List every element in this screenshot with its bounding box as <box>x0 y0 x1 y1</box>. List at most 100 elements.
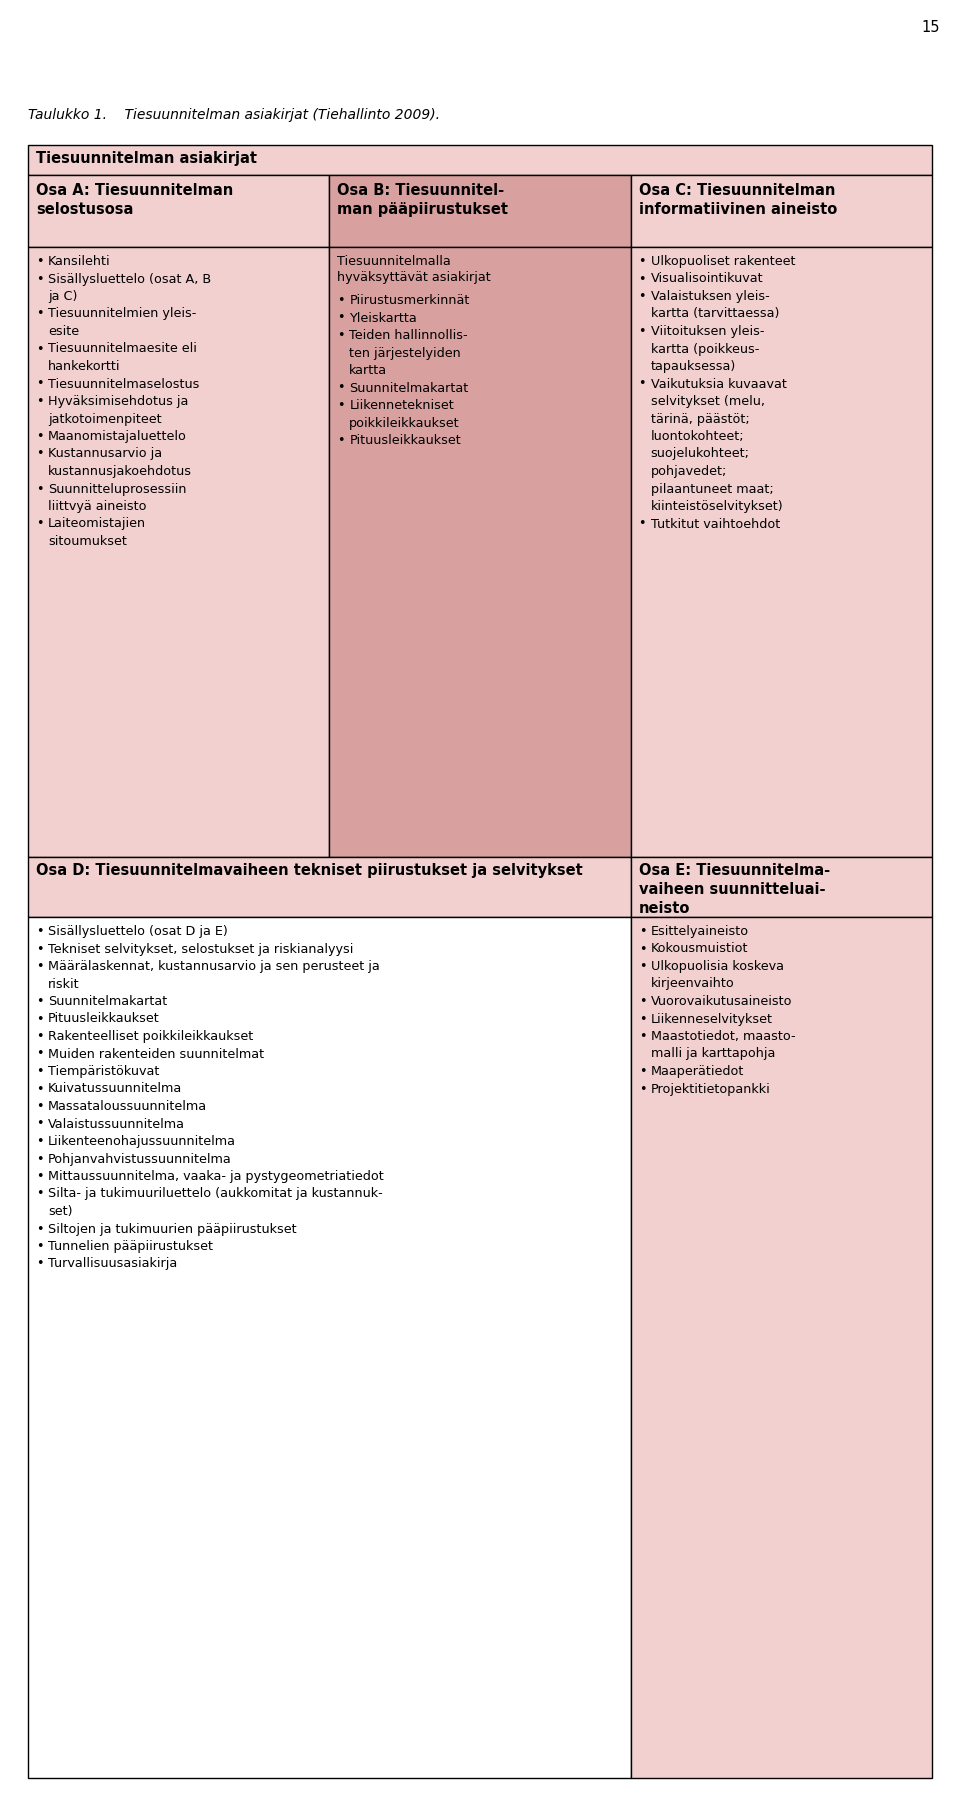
Text: •: • <box>36 1187 43 1201</box>
Text: Tekniset selvitykset, selostukset ja riskianalyysi: Tekniset selvitykset, selostukset ja ris… <box>48 943 353 956</box>
Text: •: • <box>638 925 646 938</box>
Text: Viitoituksen yleis-: Viitoituksen yleis- <box>651 325 764 339</box>
Text: •: • <box>36 959 43 974</box>
Text: •: • <box>36 1065 43 1078</box>
Text: suojelukohteet;: suojelukohteet; <box>651 448 750 461</box>
Bar <box>28 857 631 916</box>
Text: Teiden hallinnollis-: Teiden hallinnollis- <box>349 328 468 342</box>
Text: •: • <box>337 382 345 394</box>
Text: luontokohteet;: luontokohteet; <box>651 430 744 443</box>
Text: kartta (poikkeus-: kartta (poikkeus- <box>651 342 759 355</box>
Text: Liikennetekniset: Liikennetekniset <box>349 400 454 412</box>
Text: •: • <box>36 378 43 391</box>
Text: Visualisointikuvat: Visualisointikuvat <box>651 273 763 285</box>
Text: Tiesuunnitelmien yleis-: Tiesuunnitelmien yleis- <box>48 308 197 321</box>
Text: •: • <box>36 1013 43 1026</box>
Text: poikkileikkaukset: poikkileikkaukset <box>349 416 460 430</box>
Text: Suunnitelmakartat: Suunnitelmakartat <box>349 382 468 394</box>
Text: •: • <box>638 995 646 1008</box>
Text: Tiesuunnitelmaselostus: Tiesuunnitelmaselostus <box>48 378 200 391</box>
Text: Osa E: Tiesuunnitelma-
vaiheen suunnitteluai-
neisto: Osa E: Tiesuunnitelma- vaiheen suunnitte… <box>638 862 829 916</box>
Text: 15: 15 <box>921 20 940 36</box>
Text: •: • <box>638 255 646 267</box>
Text: •: • <box>36 482 43 495</box>
Text: •: • <box>638 1013 646 1026</box>
Bar <box>28 916 631 1779</box>
Text: liittvyä aineisto: liittvyä aineisto <box>48 500 147 513</box>
Text: Pohjanvahvistussuunnitelma: Pohjanvahvistussuunnitelma <box>48 1153 231 1165</box>
Text: •: • <box>36 1257 43 1271</box>
Text: •: • <box>36 308 43 321</box>
Text: •: • <box>638 325 646 339</box>
Text: Tunnelien pääpiirustukset: Tunnelien pääpiirustukset <box>48 1241 213 1253</box>
Text: •: • <box>638 1065 646 1078</box>
Text: kustannusjakoehdotus: kustannusjakoehdotus <box>48 464 192 479</box>
Text: Turvallisuusasiakirja: Turvallisuusasiakirja <box>48 1257 178 1271</box>
Text: •: • <box>36 1117 43 1131</box>
Text: Vaikutuksia kuvaavat: Vaikutuksia kuvaavat <box>651 378 786 391</box>
Text: kirjeenvaihto: kirjeenvaihto <box>651 977 734 990</box>
Bar <box>631 176 932 247</box>
Text: •: • <box>638 290 646 303</box>
Bar <box>631 916 932 1779</box>
Text: •: • <box>36 342 43 355</box>
Text: pilaantuneet maat;: pilaantuneet maat; <box>651 482 774 495</box>
Text: Liikenteenohajussuunnitelma: Liikenteenohajussuunnitelma <box>48 1135 236 1148</box>
Text: Massataloussuunnitelma: Massataloussuunnitelma <box>48 1099 207 1113</box>
Text: kartta (tarvittaessa): kartta (tarvittaessa) <box>651 308 779 321</box>
Text: hankekortti: hankekortti <box>48 360 121 373</box>
Text: •: • <box>337 434 345 446</box>
Text: Tiempäristökuvat: Tiempäristökuvat <box>48 1065 159 1078</box>
Text: Esittelyaineisto: Esittelyaineisto <box>651 925 749 938</box>
Text: •: • <box>638 273 646 285</box>
Text: Maanomistajaluettelo: Maanomistajaluettelo <box>48 430 187 443</box>
Text: •: • <box>36 1241 43 1253</box>
Text: •: • <box>36 943 43 956</box>
Text: Osa D: Tiesuunnitelmavaiheen tekniset piirustukset ja selvitykset: Osa D: Tiesuunnitelmavaiheen tekniset pi… <box>36 862 583 879</box>
Text: •: • <box>638 378 646 391</box>
Text: Mittaussuunnitelma, vaaka- ja pystygeometriatiedot: Mittaussuunnitelma, vaaka- ja pystygeome… <box>48 1171 384 1183</box>
Text: Pituusleikkaukset: Pituusleikkaukset <box>349 434 461 446</box>
Bar <box>631 247 932 857</box>
Text: Osa B: Tiesuunnitel-
man pääpiirustukset: Osa B: Tiesuunnitel- man pääpiirustukset <box>337 183 508 217</box>
Text: Projektitietopankki: Projektitietopankki <box>651 1083 771 1096</box>
Text: •: • <box>337 328 345 342</box>
Text: Rakenteelliset poikkileikkaukset: Rakenteelliset poikkileikkaukset <box>48 1029 253 1044</box>
Text: Sisällysluettelo (osat D ja E): Sisällysluettelo (osat D ja E) <box>48 925 228 938</box>
Bar <box>329 176 631 247</box>
Text: •: • <box>337 294 345 307</box>
Text: Suunnitelmakartat: Suunnitelmakartat <box>48 995 167 1008</box>
Text: kartta: kartta <box>349 364 388 377</box>
Text: Maastotiedot, maasto-: Maastotiedot, maasto- <box>651 1029 795 1044</box>
Text: •: • <box>36 255 43 267</box>
Text: •: • <box>36 1083 43 1096</box>
Text: riskit: riskit <box>48 977 80 990</box>
Text: •: • <box>337 312 345 325</box>
Text: •: • <box>638 943 646 956</box>
Text: •: • <box>36 448 43 461</box>
Text: •: • <box>36 1099 43 1113</box>
Text: Kuivatussuunnitelma: Kuivatussuunnitelma <box>48 1083 182 1096</box>
Text: Osa A: Tiesuunnitelman
selostusosa: Osa A: Tiesuunnitelman selostusosa <box>36 183 233 217</box>
Text: set): set) <box>48 1205 73 1217</box>
Text: Tutkitut vaihtoehdot: Tutkitut vaihtoehdot <box>651 518 780 531</box>
Text: Pituusleikkaukset: Pituusleikkaukset <box>48 1013 159 1026</box>
Text: Maaperätiedot: Maaperätiedot <box>651 1065 744 1078</box>
Text: ten järjestelyiden: ten järjestelyiden <box>349 346 461 360</box>
Text: Ulkopuoliset rakenteet: Ulkopuoliset rakenteet <box>651 255 795 267</box>
Text: Taulukko 1.    Tiesuunnitelman asiakirjat (Tiehallinto 2009).: Taulukko 1. Tiesuunnitelman asiakirjat (… <box>28 108 440 122</box>
Text: Piirustusmerkinnät: Piirustusmerkinnät <box>349 294 469 307</box>
Text: Valaistussuunnitelma: Valaistussuunnitelma <box>48 1117 185 1131</box>
Text: Tiesuunnitelmaesite eli: Tiesuunnitelmaesite eli <box>48 342 197 355</box>
Text: tärinä, päästöt;: tärinä, päästöt; <box>651 412 750 425</box>
Text: Kansilehti: Kansilehti <box>48 255 110 267</box>
Text: Hyväksimisehdotus ja: Hyväksimisehdotus ja <box>48 394 188 409</box>
Text: Määrälaskennat, kustannusarvio ja sen perusteet ja: Määrälaskennat, kustannusarvio ja sen pe… <box>48 959 380 974</box>
Text: •: • <box>638 1029 646 1044</box>
Text: •: • <box>36 1047 43 1060</box>
Text: Suunnitteluprosessiin: Suunnitteluprosessiin <box>48 482 186 495</box>
Text: Osa C: Tiesuunnitelman
informatiivinen aineisto: Osa C: Tiesuunnitelman informatiivinen a… <box>638 183 837 217</box>
Text: malli ja karttapohja: malli ja karttapohja <box>651 1047 775 1060</box>
Text: •: • <box>36 1171 43 1183</box>
Text: •: • <box>638 959 646 974</box>
